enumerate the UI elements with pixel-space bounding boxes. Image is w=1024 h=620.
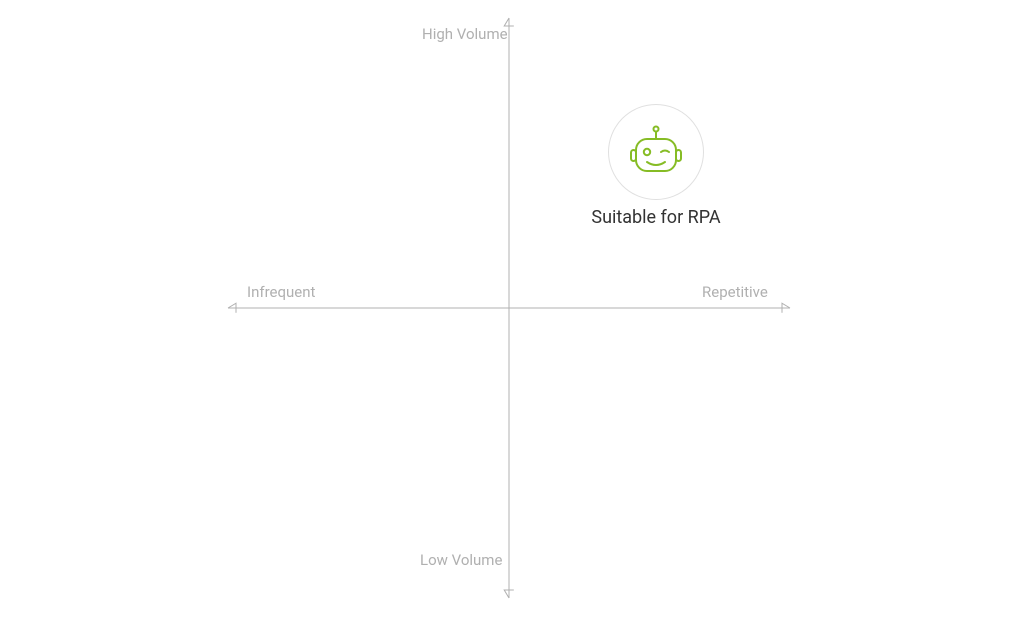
axis-label-right: Repetitive (702, 283, 768, 301)
robot-badge (608, 104, 704, 200)
robot-icon (626, 122, 686, 182)
axis-label-left: Infrequent (247, 283, 315, 301)
callout-label: Suitable for RPA (591, 207, 720, 228)
axis-label-bottom: Low Volume (420, 551, 502, 569)
axis-label-top: High Volume (422, 25, 508, 43)
quadrant-diagram: High Volume Low Volume Infrequent Repeti… (0, 0, 1024, 620)
quadrant-axes (0, 0, 1024, 620)
